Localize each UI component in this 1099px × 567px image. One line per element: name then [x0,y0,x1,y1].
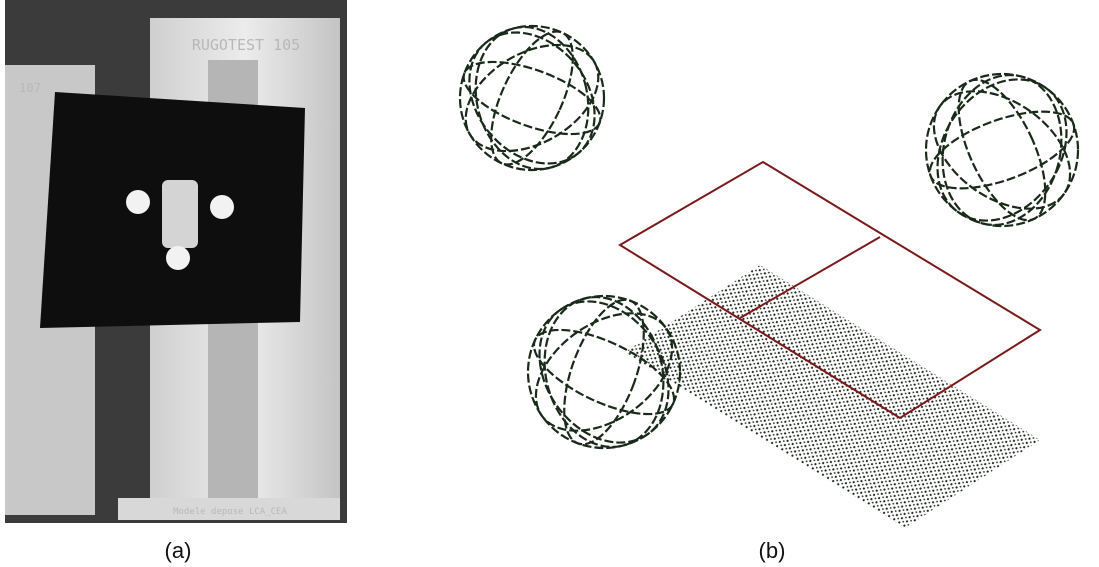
sample-window [162,180,198,248]
panel-label: (a) [165,538,192,563]
ball [210,195,234,219]
wireframe-panel [444,7,1094,528]
sphere-wireframe [911,54,1093,245]
engraved-text: 107 [19,81,41,95]
sphere-wireframe [444,7,621,188]
ball [166,246,190,270]
point-cloud [625,265,1040,528]
ball [126,190,150,214]
figure: RUGOTEST 105 107 Modele depose LCA_CEA [0,0,1099,567]
photo-panel: RUGOTEST 105 107 Modele depose LCA_CEA [5,0,347,523]
engraved-text: Modele depose LCA_CEA [173,507,287,517]
engraved-text: RUGOTEST 105 [192,36,300,54]
panel-label: (b) [759,538,786,563]
